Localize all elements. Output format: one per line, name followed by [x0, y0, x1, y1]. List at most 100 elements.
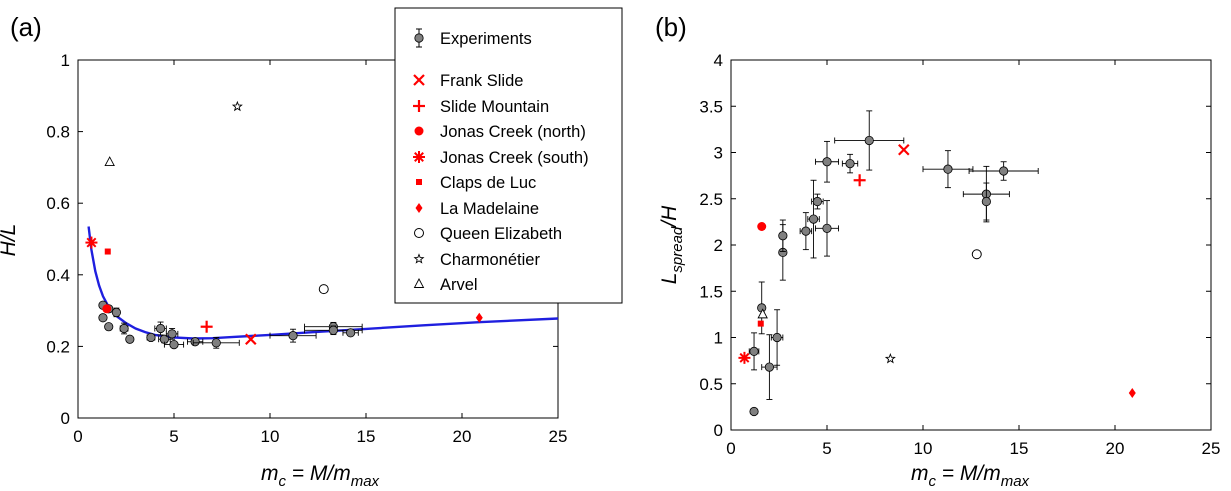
legend-label-la-madelaine: La Madelaine	[440, 200, 539, 218]
panel-a-experiment-point-5	[119, 322, 129, 335]
panel-b-experiment-dot-12	[845, 159, 855, 169]
panel-b-axes-box	[730, 59, 1212, 431]
panel-b-field-charmon-tier	[884, 352, 896, 364]
panel-b-ytick-label-3: 1.5	[699, 282, 723, 301]
panel-b-experiment-dot-3	[764, 362, 775, 372]
panel-a-experiments	[98, 300, 363, 350]
panel-b-experiment-dot-8	[808, 214, 819, 224]
legend: Experiments Frank Slide Slide Mountain Jona…	[394, 7, 623, 304]
legend-marker-charmon-tier	[413, 253, 425, 264]
legend-marker-arvel	[413, 278, 425, 288]
panel-b-xtick-label-0: 0	[726, 439, 735, 458]
panel-b-experiment-dot-16	[981, 196, 991, 207]
legend-marker-charmon-tier-star	[413, 253, 425, 264]
panel-b-experiment-point-13	[834, 110, 905, 171]
panel-a-experiment-point-7	[146, 332, 156, 343]
panel-a-field-jonas-creek-south-ray-3	[86, 237, 97, 248]
panel-b-experiment-point-6	[778, 219, 788, 252]
panel-b-ytick-label-1: 0.5	[699, 375, 723, 394]
panel-a-xlabel-mid: = M/m	[286, 462, 351, 485]
legend-item-claps-de-luc: Claps de Luc	[416, 174, 536, 192]
panel-a-xtick-label-3: 15	[357, 427, 376, 446]
panel-a-ylabel: H/L	[0, 224, 20, 257]
panel-a-xtick-label-4: 20	[453, 427, 472, 446]
panel-a-field-slide-mountain	[200, 320, 213, 333]
panel-b-ytick-label-5: 2.5	[699, 190, 723, 209]
legend-marker-la-madelaine-diamond	[415, 203, 423, 213]
panel-b-xlabel-mid: = M/m	[936, 462, 1001, 485]
panel-b-ylabel-sub: spread	[669, 226, 686, 273]
panel-b-experiment-dot-6	[778, 231, 788, 241]
legend-label-charmon-tier: Charmonétier	[440, 251, 540, 269]
panel-a-experiment-dot-10	[167, 329, 177, 339]
panel-b-field-claps-de-luc	[757, 320, 764, 327]
panel-a-field-cases	[85, 100, 483, 346]
legend-items: Experiments Frank Slide Slide Mountain Jona…	[413, 28, 589, 294]
panel-a-field-jonas-creek-north-dot	[102, 304, 112, 314]
panel-b-experiment-point-10	[815, 200, 839, 257]
panel-b-ylabel: Lspread/H	[658, 205, 686, 284]
panel-a-experiment-point-2	[104, 322, 114, 332]
legend-marker-queen-elizabeth-ring	[414, 228, 424, 238]
panel-a-field-jonas-creek-north	[102, 304, 112, 314]
panel-b-experiment-dot-7	[801, 226, 811, 236]
panel-a: (a) 0 5 10 15 20 25 0 0.2 0.4 0.6 0.8 1 H/L mc = M/…	[0, 12, 567, 490]
legend-item-arvel: Arvel	[413, 276, 478, 294]
panel-a-experiment-point-16	[304, 325, 363, 336]
panel-b-experiment-point-12	[841, 153, 859, 174]
legend-marker-slide-mountain	[413, 100, 425, 112]
panel-b-ytick-label-4: 2	[714, 236, 723, 255]
legend-marker-queen-elizabeth	[414, 228, 424, 238]
panel-b-xlabel-sub2: max	[1001, 473, 1030, 490]
legend-label-claps-de-luc: Claps de Luc	[440, 174, 536, 192]
panel-b-xtick-label-1: 5	[822, 439, 831, 458]
panel-b-field-claps-de-luc-square	[757, 320, 764, 327]
panel-b-field-frank-slide	[898, 143, 910, 156]
panel-b-experiment-point-17	[968, 161, 1039, 181]
panel-a-ytick-label-5: 1	[61, 51, 70, 70]
panel-a-field-frank-slide-stroke-2	[245, 333, 257, 346]
panel-a-experiment-dot-6	[125, 334, 135, 344]
panel-a-field-claps-de-luc	[104, 248, 111, 255]
legend-item-slide-mountain: Slide Mountain	[413, 98, 549, 116]
panel-b-field-arvel	[757, 308, 768, 319]
panel-b-field-jonas-creek-south-ray-3	[739, 352, 750, 363]
legend-item-jonas-creek-south: Jonas Creek (south)	[413, 149, 589, 167]
panel-a-field-charmon-tier	[231, 100, 243, 112]
legend-marker-claps-de-luc-square	[416, 179, 422, 185]
legend-marker-experiments	[414, 28, 424, 48]
panel-b-label: (b)	[655, 12, 687, 42]
legend-marker-jonas-creek-north-dot	[414, 126, 424, 136]
panel-a-experiment-dot-7	[146, 332, 156, 343]
panel-a-experiment-point-13	[192, 337, 240, 349]
legend-marker-jonas-creek-south	[413, 151, 425, 163]
panel-b-experiment-point-0	[749, 406, 759, 417]
panel-b-experiment-dot-17	[999, 166, 1009, 176]
panel-a-field-frank-slide	[245, 333, 257, 346]
panel-b-field-queen-elizabeth-ring	[971, 249, 982, 260]
panel-b-field-arvel-triangle	[757, 308, 768, 319]
panel-b-field-jonas-creek-south	[738, 351, 751, 364]
panel-a-experiment-point-0	[98, 313, 108, 323]
panel-b-xtick-label-5: 25	[1202, 439, 1221, 458]
panel-b-field-queen-elizabeth	[971, 249, 982, 260]
panel-b-xtick-label-2: 10	[914, 439, 933, 458]
panel-b-experiment-dot-11	[822, 157, 832, 167]
panel-b-xtick-label-4: 20	[1106, 439, 1125, 458]
panel-b-experiment-point-7	[799, 212, 813, 251]
panel-a-field-la-madelaine	[475, 312, 483, 323]
legend-box	[394, 7, 623, 304]
panel-a-experiment-point-6	[125, 334, 135, 344]
panel-a-xtick-label-1: 5	[169, 427, 178, 446]
legend-item-experiments: Experiments	[414, 28, 532, 48]
panel-b-field-jonas-creek-north-dot	[757, 222, 767, 231]
panel-b-ylabel-main: L	[658, 273, 681, 285]
legend-marker-arvel-triangle	[413, 278, 425, 288]
panel-a-experiment-point-17	[342, 328, 359, 338]
panel-a-ytick-label-1: 0.2	[46, 337, 70, 356]
legend-label-jonas-creek-south: Jonas Creek (south)	[440, 149, 589, 167]
panel-a-label: (a)	[10, 12, 42, 42]
panel-a-experiment-dot-2	[104, 322, 114, 332]
panel-a-ytick-label-2: 0.4	[46, 266, 70, 285]
panel-b-experiment-point-14	[922, 150, 974, 189]
